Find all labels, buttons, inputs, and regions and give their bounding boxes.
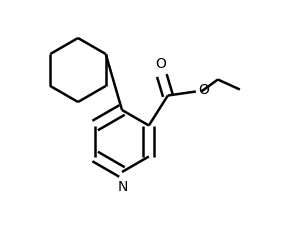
Text: O: O <box>155 58 166 72</box>
Text: O: O <box>198 83 209 97</box>
Text: N: N <box>118 180 128 194</box>
